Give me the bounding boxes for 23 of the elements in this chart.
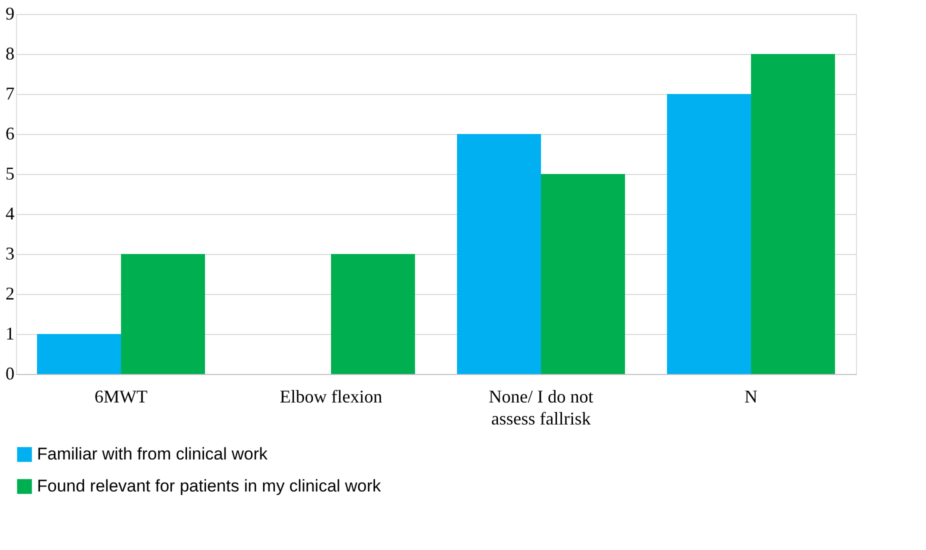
y-tick-label: 6: [6, 124, 14, 144]
legend-label: Found relevant for patients in my clinical work: [37, 476, 382, 496]
y-tick-label: 9: [6, 4, 14, 24]
bar: [457, 134, 541, 374]
y-tick-label: 5: [6, 164, 14, 184]
x-tick-label: Elbow flexion: [280, 386, 382, 406]
y-tick-label: 4: [6, 204, 14, 224]
bar: [121, 254, 205, 374]
y-tick-label: 2: [6, 284, 14, 304]
y-tick-label: 1: [6, 324, 14, 344]
y-tick-label: 3: [6, 244, 14, 264]
y-tick-label: 0: [6, 364, 14, 384]
bar: [667, 94, 751, 374]
x-tick-label: N: [744, 386, 758, 406]
legend-label: Familiar with from clinical work: [37, 444, 268, 464]
x-tick-label: None/ I do not assess fallrisk: [488, 386, 594, 428]
bar: [541, 174, 625, 374]
bar: [751, 54, 835, 374]
x-tick-label: 6MWT: [94, 386, 148, 406]
bar: [37, 334, 121, 374]
bar: [331, 254, 415, 374]
y-tick-label: 8: [6, 44, 14, 64]
y-tick-label: 7: [6, 84, 14, 104]
